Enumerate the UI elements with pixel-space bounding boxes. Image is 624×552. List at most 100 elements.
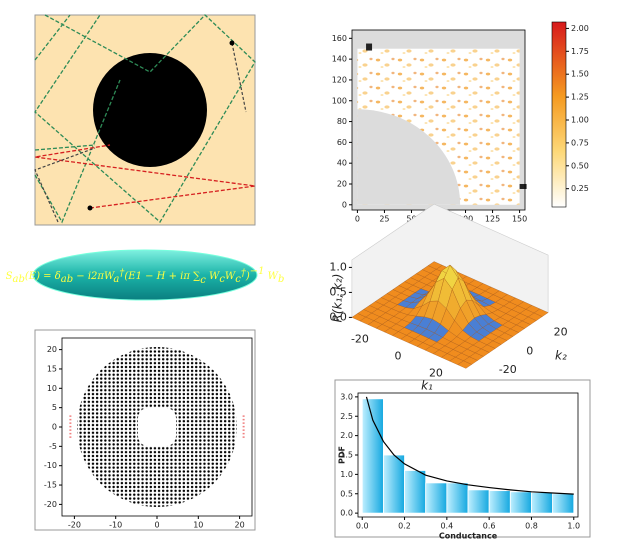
x-tick-label: 0 — [154, 521, 159, 530]
k2-tick-label: 0 — [526, 344, 533, 357]
lead — [366, 43, 373, 51]
x-tick-label: -10 — [109, 521, 122, 530]
equation: Sab(E) = δab − i2πWa†(E1 − H + iπ ∑c WcW… — [6, 266, 285, 286]
histogram-frame — [334, 379, 591, 538]
fit-curve — [365, 396, 574, 495]
lead — [519, 183, 527, 189]
k2-tick-label: -20 — [499, 363, 517, 376]
z-tick-label: 0.0 — [329, 310, 347, 323]
eq-part: ∑ — [193, 271, 201, 282]
equation-bubble — [32, 249, 258, 301]
y-tick-label: 2.0 — [340, 431, 353, 440]
lattice-frame — [34, 329, 256, 531]
y-tick-label: 120 — [332, 75, 347, 84]
y-tick-label: -15 — [44, 481, 57, 490]
x-tick-label: -20 — [68, 521, 81, 530]
lattice-sites — [62, 338, 252, 516]
bar — [425, 482, 448, 514]
colorbar-tick-label: 1.25 — [571, 93, 589, 102]
x-tick-label: 10 — [193, 521, 203, 530]
eq-part: † — [119, 268, 125, 279]
eq-part: ) — [245, 271, 250, 282]
k1-tick-label: 20 — [429, 366, 443, 379]
eq-part: c — [200, 275, 206, 286]
colorbar-tick-label: 1.50 — [571, 70, 589, 79]
x-tick-label: 0.2 — [398, 522, 411, 531]
y-tick-label: 20 — [337, 179, 347, 188]
x-tick-label: 0.6 — [483, 522, 496, 531]
surface-face — [533, 308, 549, 317]
bar — [382, 454, 405, 514]
billiard-panel — [34, 14, 256, 226]
x-tick-label: 25 — [379, 215, 389, 224]
y-tick-label: -20 — [44, 500, 57, 509]
bar — [404, 470, 427, 514]
y-tick-label: 40 — [337, 159, 347, 168]
eq-part: W — [206, 271, 220, 282]
y-tick-label: 100 — [332, 96, 347, 105]
x-tick-label: 0.8 — [525, 522, 538, 531]
k2-tick-label: 20 — [554, 326, 568, 339]
eq-part: −1 — [250, 266, 265, 277]
x-tick-label: 150 — [512, 215, 527, 224]
scatterer — [93, 53, 207, 167]
x-tick-label: 1.0 — [567, 522, 580, 531]
trajectory — [34, 144, 256, 209]
y-tick-label: 15 — [47, 364, 57, 373]
bar — [467, 489, 490, 514]
y-tick-label: 20 — [47, 345, 57, 354]
y-tick-label: 0.5 — [340, 489, 353, 498]
y-tick-label: 140 — [332, 55, 347, 64]
y-tick-label: 3.0 — [340, 392, 353, 401]
obstacle — [357, 109, 461, 205]
trajectory — [34, 14, 256, 224]
x-tick-label: 125 — [485, 215, 500, 224]
bar — [446, 482, 469, 514]
x-label: Conductance — [439, 532, 498, 541]
equation-panel: Sab(E) = δab − i2πWa†(E1 − H + iπ ∑c WcW… — [6, 249, 285, 301]
eq-part: ab — [13, 274, 25, 285]
colorbar-tick-label: 0.50 — [571, 161, 589, 170]
x-tick-label: 0.0 — [356, 522, 369, 531]
eq-part: c — [219, 274, 225, 285]
y-tick-label: -10 — [44, 461, 57, 470]
colorbar-tick-label: 1.00 — [571, 115, 589, 124]
colorbar — [551, 21, 567, 208]
eq-part: ab — [61, 274, 73, 285]
eq-part: (E1 − H + iπ — [124, 271, 193, 282]
k1-label: k₁ — [421, 379, 433, 393]
y-label: PDF — [338, 446, 347, 464]
k1-tick-label: -20 — [351, 332, 369, 345]
start-point — [87, 205, 93, 211]
colorbar-tick-label: 0.75 — [571, 138, 589, 147]
eq-part: − i2πW — [73, 271, 115, 282]
y-tick-label: 60 — [337, 138, 347, 147]
x-tick-label: 20 — [235, 521, 245, 530]
y-tick-label: 5 — [52, 403, 57, 412]
k1-tick-label: 0 — [394, 349, 401, 362]
eq-part: S — [6, 271, 13, 282]
colorbar-tick-label: 0.25 — [571, 184, 589, 193]
eq-part: b — [278, 274, 284, 285]
x-tick-label: 50 — [406, 215, 416, 224]
y-tick-label: 0.0 — [340, 509, 353, 518]
z-label: R(k₁, k₂) — [331, 274, 345, 323]
eq-part: (E) = δ — [25, 271, 61, 282]
eq-part: † — [241, 268, 247, 279]
start-point — [229, 40, 235, 46]
bar — [552, 493, 575, 514]
surface — [351, 261, 549, 369]
eq-part: W — [225, 271, 236, 282]
x-tick-label: 0.4 — [440, 522, 453, 531]
colorbar-tick-label: 1.75 — [571, 47, 589, 56]
eq-part: W — [264, 271, 278, 282]
x-tick-label: 0 — [355, 215, 360, 224]
trajectory — [34, 42, 247, 223]
y-tick-label: 1.5 — [340, 451, 353, 460]
y-tick-label: 0 — [52, 423, 57, 432]
eq-part: c — [235, 274, 241, 285]
z-tick-label: 0.5 — [329, 285, 347, 298]
z-tick-label: 1.0 — [329, 260, 347, 273]
colorbar-tick-label: 2.00 — [571, 24, 589, 33]
